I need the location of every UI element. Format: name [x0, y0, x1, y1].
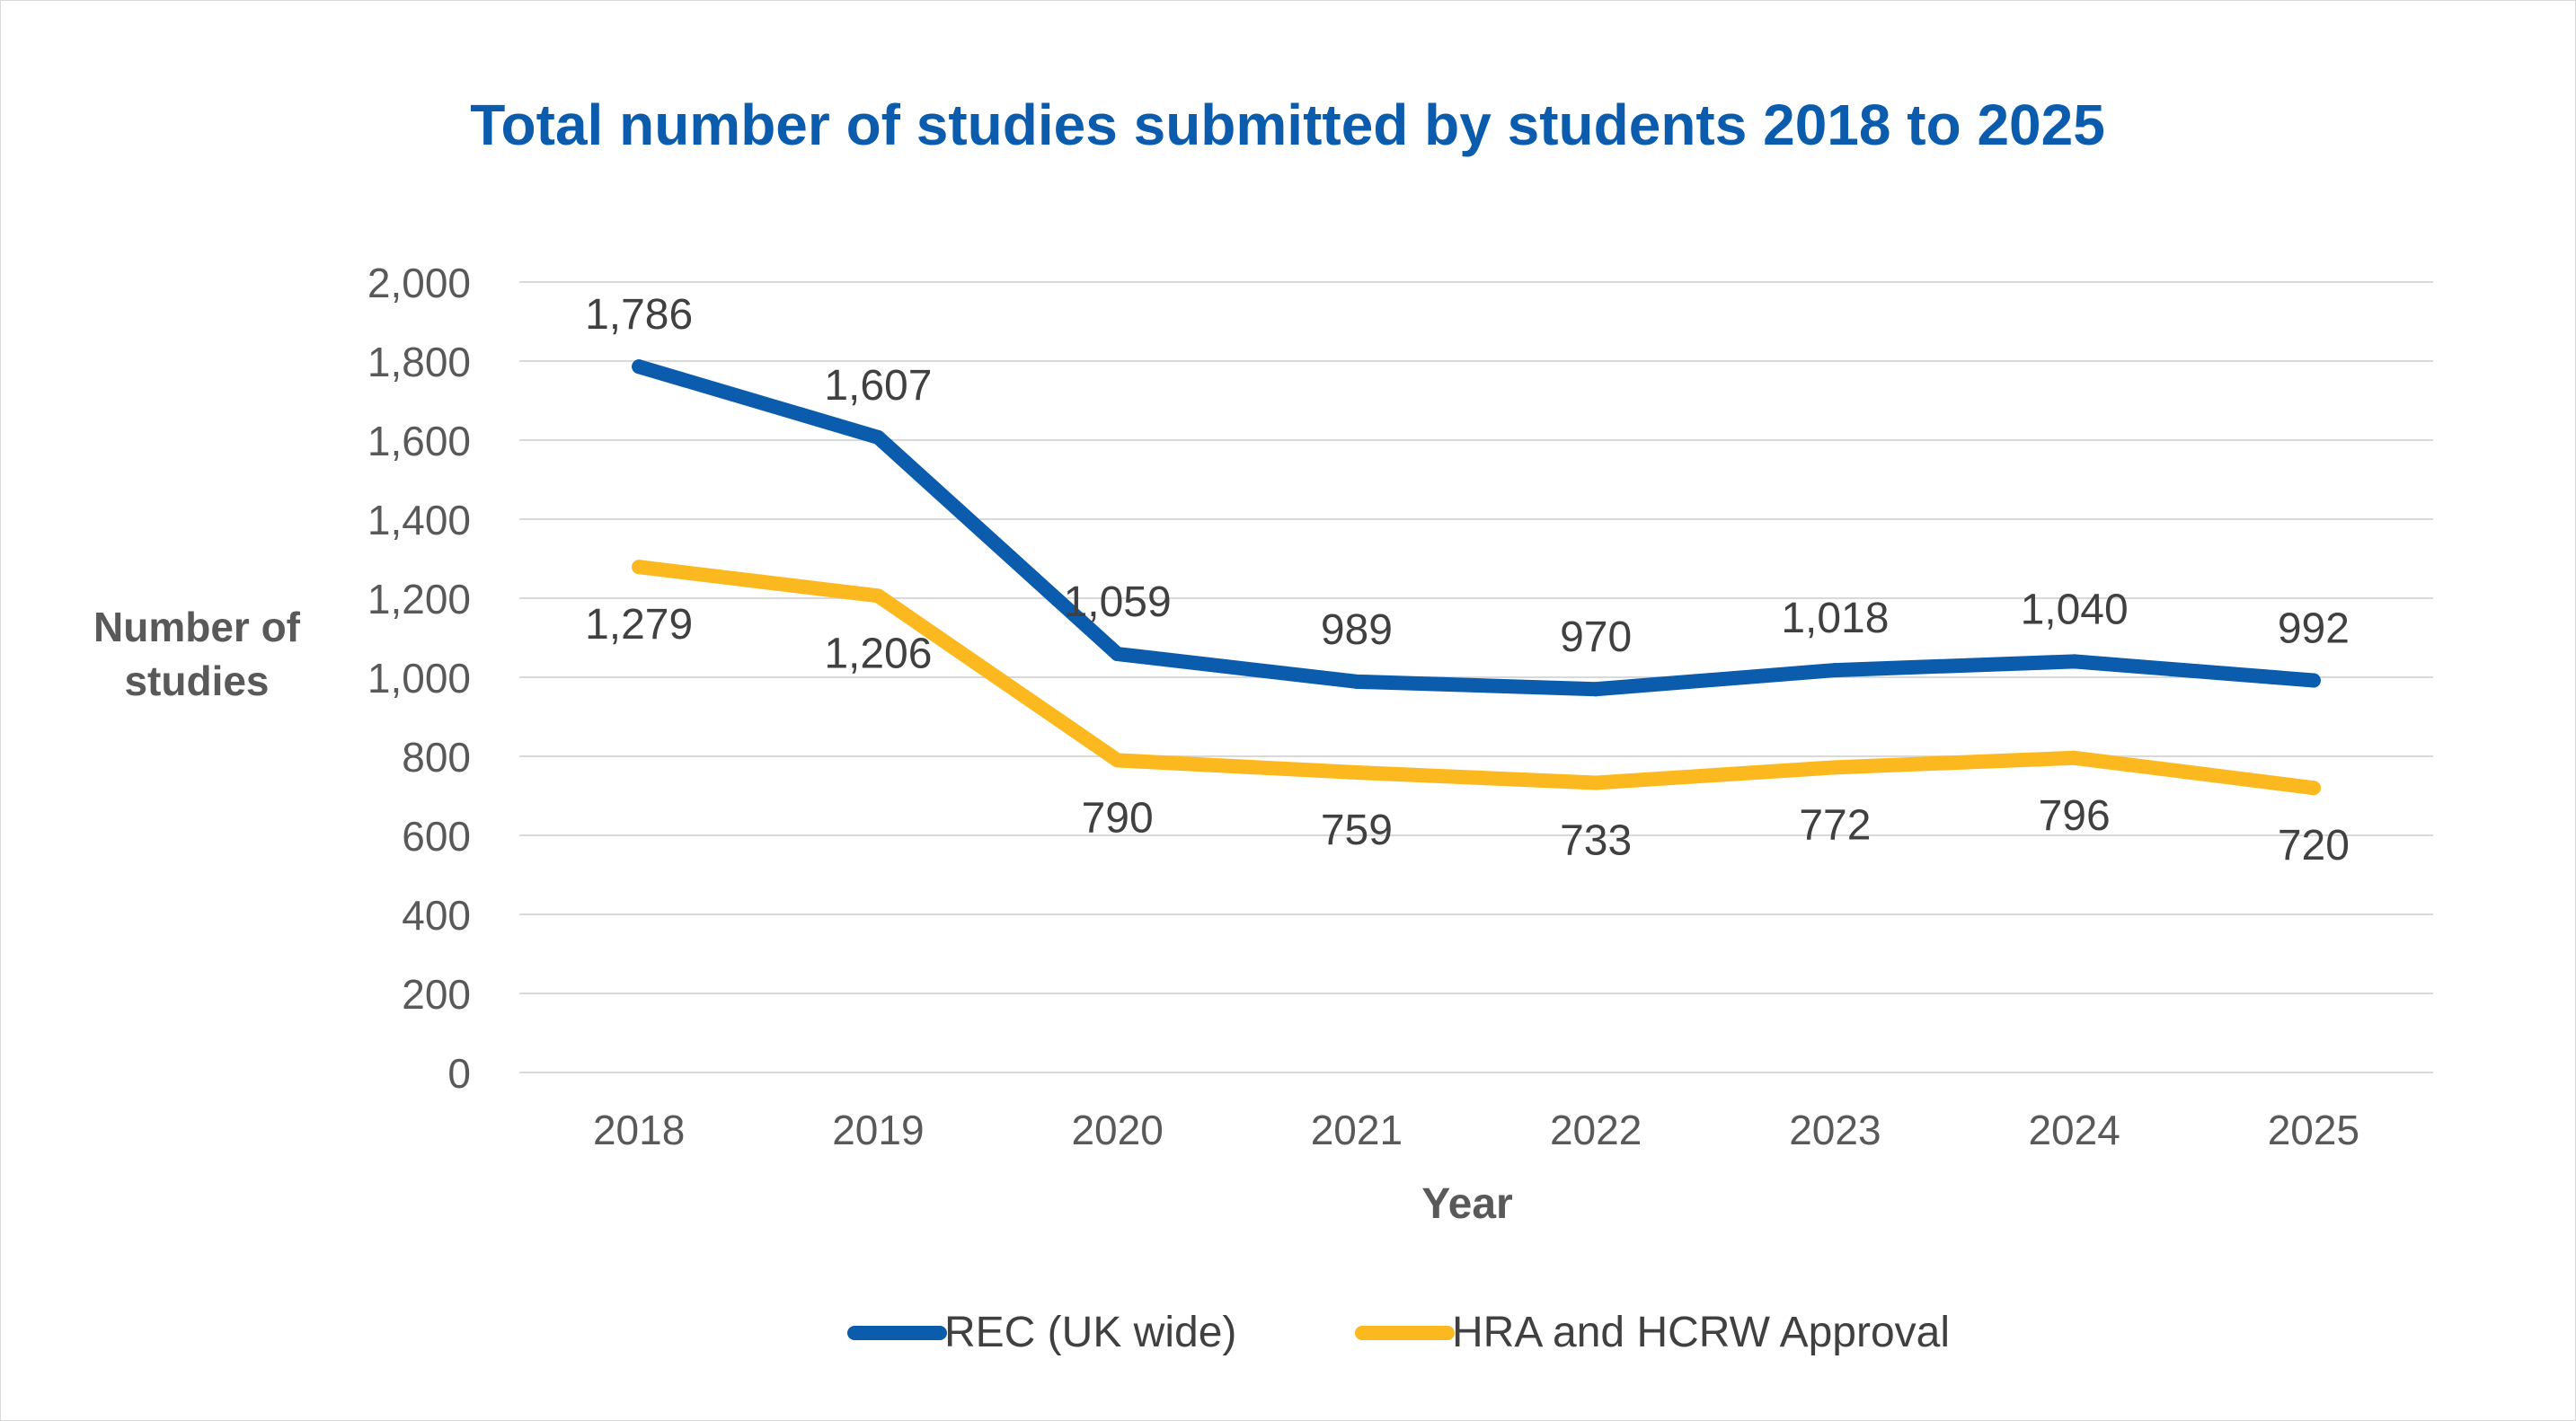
data-label: 989 [1321, 606, 1393, 654]
y-tick-label: 1,600 [367, 418, 471, 464]
x-tick-label: 2021 [1311, 1107, 1403, 1153]
data-point [871, 429, 886, 445]
y-axis-title-line1: Number of [93, 604, 301, 650]
data-label: 970 [1560, 613, 1632, 661]
chart-title: Total number of studies submitted by stu… [470, 93, 2105, 157]
y-tick-label: 1,800 [367, 339, 471, 385]
data-label: 733 [1560, 816, 1632, 864]
y-tick-label: 800 [402, 734, 471, 781]
data-point [1589, 775, 1604, 790]
data-label: 1,040 [2021, 586, 2129, 633]
x-tick-label: 2024 [2028, 1107, 2120, 1153]
data-point [2067, 654, 2082, 669]
data-point [2306, 781, 2321, 796]
data-label: 759 [1321, 807, 1393, 854]
data-label: 1,206 [824, 630, 932, 677]
x-tick-label: 2025 [2268, 1107, 2359, 1153]
data-label: 796 [2039, 792, 2111, 840]
y-tick-label: 1,400 [367, 497, 471, 543]
data-point [632, 560, 647, 575]
data-label: 1,059 [1064, 578, 1172, 626]
y-tick-label: 600 [402, 813, 471, 860]
x-tick-label: 2018 [593, 1107, 685, 1153]
data-point [2306, 673, 2321, 688]
data-label: 772 [1799, 801, 1871, 849]
x-tick-label: 2022 [1550, 1107, 1642, 1153]
x-tick-label: 2020 [1071, 1107, 1163, 1153]
legend-label-hra: HRA and HCRW Approval [1452, 1309, 1950, 1356]
y-axis-title-line2: studies [124, 658, 269, 704]
x-axis-title: Year [1421, 1180, 1512, 1228]
data-label: 720 [2278, 822, 2350, 869]
y-axis-ticks: 0 200 400 600 800 1,000 1,200 1,400 1,600 1,800 2,… [367, 260, 471, 1097]
x-tick-label: 2023 [1789, 1107, 1881, 1153]
data-point [1349, 674, 1364, 689]
gridlines [519, 281, 2433, 1073]
data-label: 1,786 [585, 291, 693, 339]
y-tick-label: 1,000 [367, 655, 471, 702]
data-point [1110, 753, 1125, 768]
data-label: 1,279 [585, 601, 693, 649]
y-tick-label: 1,200 [367, 576, 471, 622]
data-point [1349, 765, 1364, 781]
data-label: 790 [1082, 794, 1154, 842]
data-point [1589, 682, 1604, 697]
legend-label-rec: REC (UK wide) [944, 1309, 1236, 1356]
data-point [871, 588, 886, 604]
y-tick-label: 400 [402, 892, 471, 939]
data-labels: 1,786 1,607 1,059 989 970 1,018 1,040 992 1,279 1… [585, 291, 2350, 869]
legend: REC (UK wide) HRA and HCRW Approval [847, 1309, 1950, 1356]
x-axis-ticks: 2018 2019 2020 2021 2022 2023 2024 2025 [593, 1107, 2359, 1153]
data-label: 1,607 [824, 362, 932, 410]
series-line-0 [632, 359, 2321, 697]
data-label: 1,018 [1781, 595, 1889, 642]
data-point [2067, 750, 2082, 765]
data-point [632, 359, 647, 375]
data-label: 992 [2278, 605, 2350, 653]
series-lines [632, 359, 2321, 796]
series-line-1 [632, 560, 2321, 796]
y-tick-label: 0 [447, 1050, 471, 1097]
data-point [1110, 647, 1125, 662]
data-point [1828, 760, 1843, 775]
y-tick-label: 2,000 [367, 260, 471, 306]
y-tick-label: 200 [402, 971, 471, 1018]
x-tick-label: 2019 [832, 1107, 924, 1153]
data-point [1828, 663, 1843, 678]
